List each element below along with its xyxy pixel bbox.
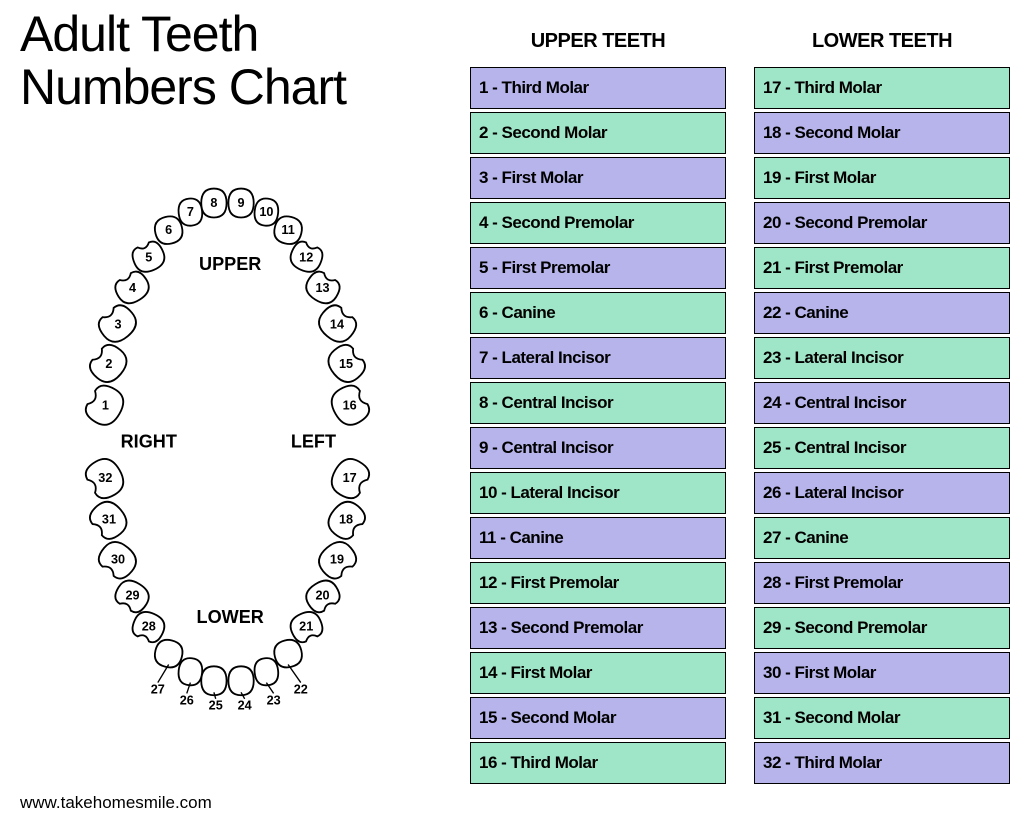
table-row: 30 - First Molar: [754, 652, 1010, 694]
svg-text:14: 14: [330, 317, 344, 331]
svg-text:6: 6: [165, 223, 172, 237]
lower-teeth-rows: 17 - Third Molar18 - Second Molar19 - Fi…: [754, 67, 1010, 787]
svg-text:3: 3: [114, 317, 121, 331]
table-row: 26 - Lateral Incisor: [754, 472, 1010, 514]
table-row: 6 - Canine: [470, 292, 726, 334]
table-row: 18 - Second Molar: [754, 112, 1010, 154]
table-row: 14 - First Molar: [470, 652, 726, 694]
svg-text:23: 23: [267, 693, 281, 707]
svg-text:UPPER: UPPER: [199, 254, 261, 274]
table-row: 5 - First Premolar: [470, 247, 726, 289]
svg-text:7: 7: [187, 205, 194, 219]
table-row: 2 - Second Molar: [470, 112, 726, 154]
table-row: 17 - Third Molar: [754, 67, 1010, 109]
svg-text:29: 29: [125, 589, 139, 603]
table-row: 24 - Central Incisor: [754, 382, 1010, 424]
lower-teeth-header: LOWER TEETH: [754, 30, 1010, 53]
table-row: 8 - Central Incisor: [470, 382, 726, 424]
upper-teeth-column: UPPER TEETH 1 - Third Molar2 - Second Mo…: [470, 30, 726, 787]
svg-text:27: 27: [151, 682, 165, 696]
svg-text:21: 21: [299, 619, 313, 633]
svg-text:20: 20: [315, 589, 329, 603]
svg-text:26: 26: [180, 693, 194, 707]
teeth-diagram: 1234567891011121314151617181920212829303…: [42, 150, 422, 770]
svg-text:RIGHT: RIGHT: [121, 431, 177, 451]
svg-text:1: 1: [102, 399, 109, 413]
table-row: 4 - Second Premolar: [470, 202, 726, 244]
upper-teeth-rows: 1 - Third Molar2 - Second Molar3 - First…: [470, 67, 726, 787]
table-row: 15 - Second Molar: [470, 697, 726, 739]
svg-text:LEFT: LEFT: [291, 431, 336, 451]
table-row: 1 - Third Molar: [470, 67, 726, 109]
table-row: 31 - Second Molar: [754, 697, 1010, 739]
page: Adult TeethNumbers Chart 123456789101112…: [0, 0, 1024, 819]
table-row: 11 - Canine: [470, 517, 726, 559]
table-row: 32 - Third Molar: [754, 742, 1010, 784]
table-row: 3 - First Molar: [470, 157, 726, 199]
svg-text:28: 28: [142, 619, 156, 633]
svg-text:22: 22: [294, 682, 308, 696]
svg-text:11: 11: [281, 223, 294, 237]
svg-text:9: 9: [238, 196, 245, 210]
svg-text:13: 13: [315, 281, 329, 295]
table-row: 27 - Canine: [754, 517, 1010, 559]
svg-text:19: 19: [330, 553, 344, 567]
table-row: 25 - Central Incisor: [754, 427, 1010, 469]
svg-text:25: 25: [209, 699, 223, 713]
svg-text:17: 17: [343, 471, 357, 485]
svg-text:30: 30: [111, 553, 125, 567]
svg-text:16: 16: [343, 399, 357, 413]
table-row: 12 - First Premolar: [470, 562, 726, 604]
tables-container: UPPER TEETH 1 - Third Molar2 - Second Mo…: [470, 30, 1010, 787]
svg-text:32: 32: [98, 471, 112, 485]
svg-text:10: 10: [259, 205, 273, 219]
table-row: 9 - Central Incisor: [470, 427, 726, 469]
page-title: Adult TeethNumbers Chart: [20, 8, 346, 113]
svg-text:5: 5: [145, 250, 152, 264]
upper-teeth-header: UPPER TEETH: [470, 30, 726, 53]
table-row: 22 - Canine: [754, 292, 1010, 334]
table-row: 21 - First Premolar: [754, 247, 1010, 289]
footer-url: www.takehomesmile.com: [20, 793, 212, 813]
lower-teeth-column: LOWER TEETH 17 - Third Molar18 - Second …: [754, 30, 1010, 787]
table-row: 19 - First Molar: [754, 157, 1010, 199]
table-row: 10 - Lateral Incisor: [470, 472, 726, 514]
svg-text:2: 2: [105, 357, 112, 371]
table-row: 7 - Lateral Incisor: [470, 337, 726, 379]
svg-text:4: 4: [129, 281, 136, 295]
svg-text:18: 18: [339, 513, 353, 527]
svg-text:8: 8: [210, 196, 217, 210]
svg-text:12: 12: [299, 250, 313, 264]
svg-text:LOWER: LOWER: [197, 607, 264, 627]
svg-text:24: 24: [238, 699, 252, 713]
table-row: 16 - Third Molar: [470, 742, 726, 784]
svg-text:31: 31: [102, 513, 116, 527]
table-row: 13 - Second Premolar: [470, 607, 726, 649]
svg-text:15: 15: [339, 357, 353, 371]
table-row: 23 - Lateral Incisor: [754, 337, 1010, 379]
table-row: 28 - First Premolar: [754, 562, 1010, 604]
table-row: 29 - Second Premolar: [754, 607, 1010, 649]
table-row: 20 - Second Premolar: [754, 202, 1010, 244]
